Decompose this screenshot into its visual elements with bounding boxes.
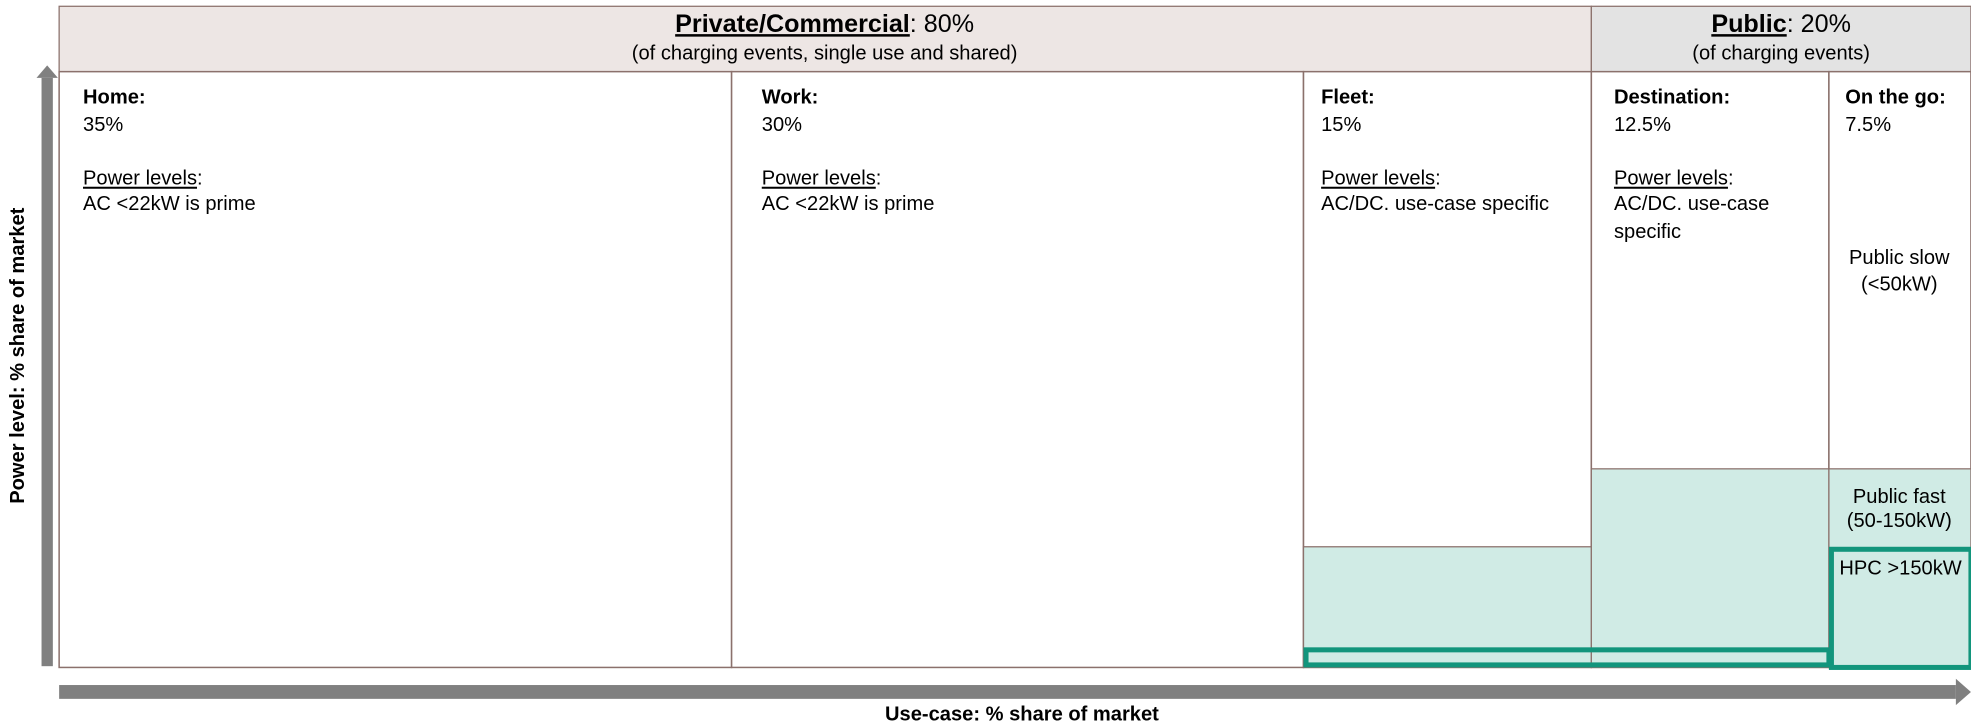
power-colon: :: [1728, 168, 1734, 190]
home-cell: [58, 70, 733, 669]
power-label: Power levels: [83, 168, 197, 190]
y-axis-arrow: [41, 77, 53, 667]
column-texts: Home: 35% Power levels: AC <22kW is prime Wo…: [83, 86, 1946, 242]
private-note: (of charging events, single use and shar…: [632, 42, 1018, 64]
power-label: Power levels: [1614, 168, 1728, 190]
public-fast-line: Public fast: [1853, 486, 1946, 508]
column-share: 7.5%: [1845, 114, 1891, 136]
column-title: Home:: [83, 86, 146, 108]
private-share: : 80%: [910, 10, 974, 38]
public-header: [1590, 5, 1971, 73]
power-heading: Power levels:: [83, 168, 203, 190]
public-fast-line: (50-150kW): [1847, 510, 1952, 532]
work-cell: [730, 70, 1305, 669]
power-text: AC <22kW is prime: [762, 193, 935, 215]
power-colon: :: [197, 168, 203, 190]
y-axis-label: Power level: % share of market: [7, 207, 29, 503]
power-label: Power levels: [1321, 168, 1435, 190]
column-share: 15%: [1321, 114, 1361, 136]
destination-fast-area: [1590, 468, 1830, 669]
column-title: Destination:: [1614, 86, 1730, 108]
column-share: 30%: [762, 114, 802, 136]
private-header: [58, 5, 1592, 73]
power-text: AC/DC. use-case specific: [1321, 193, 1549, 215]
column-share: 35%: [83, 114, 123, 136]
private-heading: Private/Commercial: 80%: [675, 10, 974, 38]
column-title: On the go:: [1845, 86, 1946, 108]
hpc-label: HPC >150kW: [1839, 558, 1961, 580]
power-heading: Power levels:: [1614, 168, 1734, 190]
power-colon: :: [1435, 168, 1441, 190]
public-slow-line: Public slow: [1849, 247, 1950, 269]
x-axis-arrow: [59, 685, 1956, 699]
y-axis-arrowhead: [36, 65, 58, 78]
power-heading: Power levels:: [762, 168, 882, 190]
public-note: (of charging events): [1692, 42, 1870, 64]
x-axis-label: Use-case: % share of market: [885, 704, 1159, 724]
power-heading: Power levels:: [1321, 168, 1441, 190]
public-title: Public: [1711, 10, 1786, 38]
power-text: AC/DC. use-case: [1614, 193, 1769, 215]
public-slow-line: (<50kW): [1861, 274, 1938, 296]
column-title: Fleet:: [1321, 86, 1375, 108]
private-title: Private/Commercial: [675, 10, 910, 38]
public-heading: Public: 20%: [1711, 10, 1851, 38]
column-share: 12.5%: [1614, 114, 1671, 136]
public-share: : 20%: [1787, 10, 1851, 38]
power-text: AC <22kW is prime: [83, 193, 256, 215]
power-colon: :: [876, 168, 882, 190]
x-axis-arrowhead: [1955, 678, 1971, 706]
power-text: specific: [1614, 221, 1681, 243]
power-label: Power levels: [762, 168, 876, 190]
column-title: Work:: [762, 86, 819, 108]
